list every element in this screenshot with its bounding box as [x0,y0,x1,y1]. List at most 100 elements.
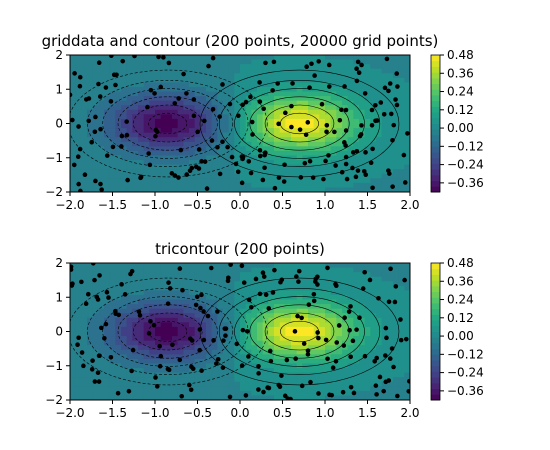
contour-cell [302,276,309,282]
contour-cell [398,137,405,143]
contour-cell [268,322,275,328]
data-point [381,112,387,117]
contour-cell [217,299,224,305]
contour-cell [342,100,349,106]
contour-cell [404,91,410,97]
contour-cell [398,358,405,365]
contour-cell [143,267,150,273]
contour-cell [257,276,264,282]
contour-cell [143,263,150,269]
contour-cell [387,114,394,120]
data-point [195,129,200,135]
contour-cell [296,100,303,106]
contour-cell [370,114,377,120]
contour-cell [336,326,343,333]
contour-cell [330,354,337,360]
contour-cell [313,128,320,134]
contour-cell [109,155,116,161]
contour-cell [296,308,303,314]
contour-cell [308,272,315,278]
data-point [343,128,349,133]
contour-cell [206,146,213,152]
contour-cell [393,73,400,79]
contour-cell [189,187,196,192]
contour-cell [143,377,150,383]
contour-cell [393,363,400,369]
contour-cell [160,86,167,93]
contour-cell [376,345,383,351]
data-point [180,287,185,293]
contour-cell [302,55,309,61]
data-point [279,373,284,378]
contour-cell [149,349,156,355]
colorbar-band [431,146,440,153]
contour-cell [223,123,230,129]
contour-cell [126,86,133,93]
contour-cell [353,160,360,166]
contour-cell [268,372,275,378]
contour-cell [240,272,247,278]
contour-cell [330,146,337,152]
contour-cell [251,381,258,387]
contour-cell [393,358,400,365]
contour-cell [160,326,167,333]
contour-cell [143,187,150,192]
contour-cell [160,146,167,152]
contour-cell [206,160,213,166]
contour-cell [92,331,99,337]
data-point [387,171,392,176]
contour-cell [381,299,388,305]
contour-cell [257,322,264,328]
contour-cell [257,313,264,319]
contour-line [117,304,218,359]
contour-cell [81,68,88,74]
contour-cell [92,77,99,83]
contour-cell [228,304,235,310]
contour-cell [172,272,179,278]
contour-cell [376,276,383,282]
contour-cell [268,281,275,287]
data-point [297,127,303,132]
contour-cell [194,267,201,273]
data-point [172,101,178,106]
contour-cell [98,368,105,374]
x-tick-label: 0.0 [230,406,249,420]
contour-cell [121,150,128,157]
contour-cell [302,308,309,314]
data-point [96,81,101,87]
contour-cell [206,326,213,333]
contour-cell [115,91,122,97]
contour-cell [398,290,405,296]
contour-cell [177,368,184,374]
contour-cell [160,141,167,147]
contour-cell [234,368,241,374]
data-point [354,327,359,332]
contour-cell [200,77,207,83]
contour-cell [393,281,400,287]
contour-cell [160,290,167,296]
contour-cell [274,105,281,111]
contour-cell [285,187,292,192]
contour-cell [387,313,394,319]
contour-cell [183,73,190,79]
contour-cell [313,82,320,88]
contour-cell [376,308,383,314]
contour-cell [234,263,241,269]
contour-cell [347,114,354,120]
contour-cell [364,313,371,319]
contour-cell [200,68,207,74]
contour-cell [206,109,213,115]
contour-cell [132,381,139,387]
contour-cell [234,308,241,314]
contour-cell [143,294,150,301]
contour-cell [87,123,94,129]
contour-cell [381,276,388,282]
contour-cell [313,372,320,378]
contour-cell [143,155,150,161]
contour-cell [149,377,156,383]
contour-cell [285,100,292,106]
contour-cell [353,390,360,397]
contour-cell [364,299,371,305]
contour-cell [81,308,88,314]
